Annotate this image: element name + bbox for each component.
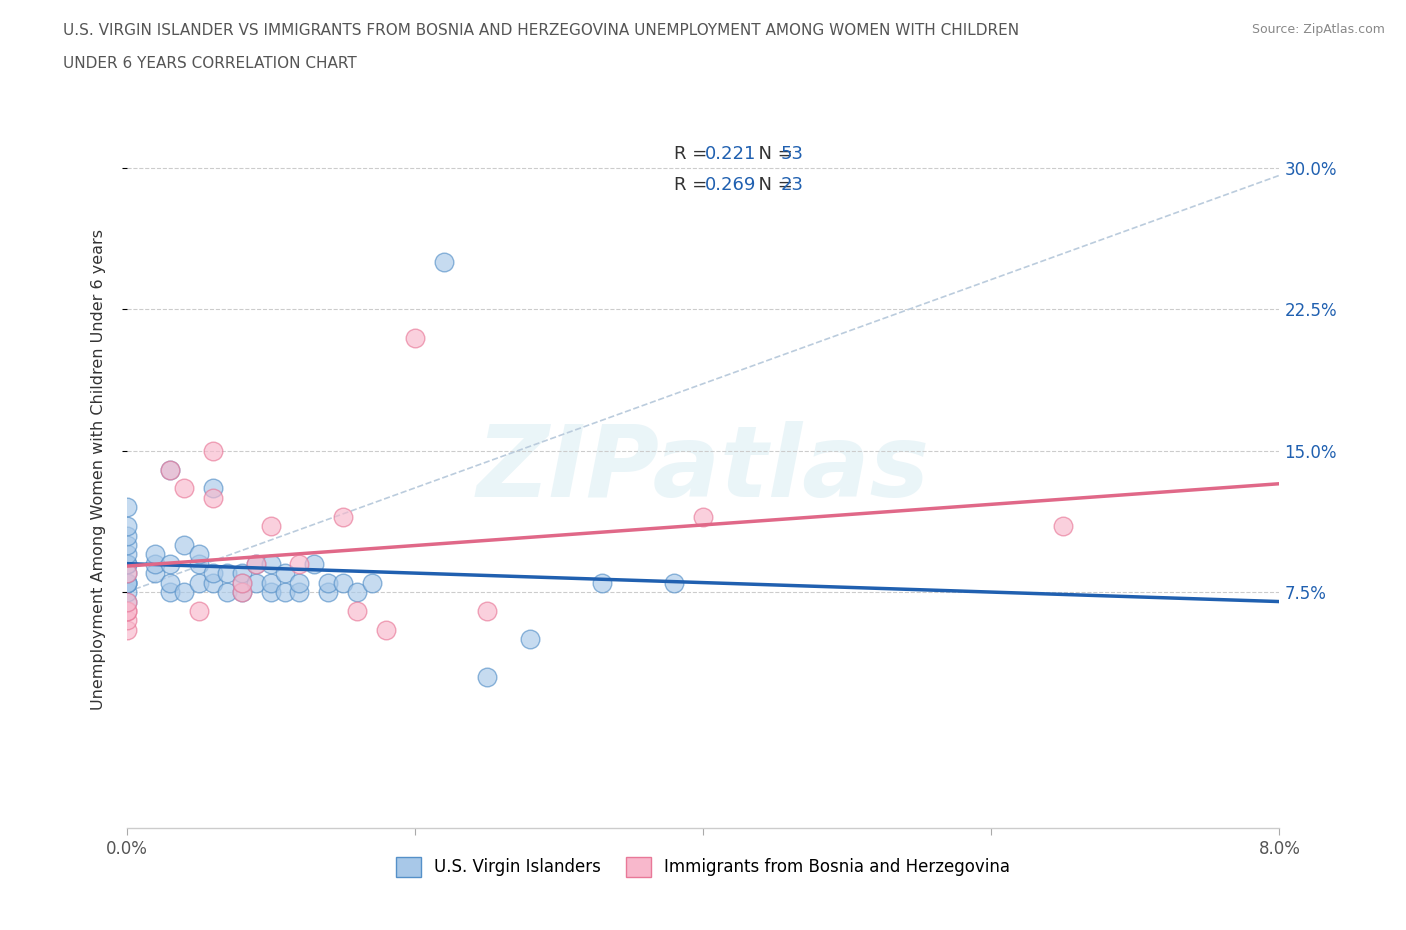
Point: [475, 604, 498, 618]
Point: [1052, 519, 1074, 534]
Point: [115, 613, 138, 628]
Point: [274, 565, 297, 580]
Point: [259, 556, 281, 571]
Point: [288, 585, 311, 600]
Text: Source: ZipAtlas.com: Source: ZipAtlas.com: [1251, 23, 1385, 36]
Point: [692, 510, 714, 525]
Point: [145, 556, 166, 571]
Point: [245, 556, 267, 571]
Point: [202, 576, 225, 591]
Text: N =: N =: [747, 145, 799, 163]
Point: [115, 556, 138, 571]
Point: [433, 255, 456, 270]
Point: [115, 576, 138, 591]
Point: [591, 576, 613, 591]
Point: [187, 604, 209, 618]
Point: [664, 576, 686, 591]
Y-axis label: Unemployment Among Women with Children Under 6 years: Unemployment Among Women with Children U…: [91, 229, 105, 711]
Point: [115, 547, 138, 562]
Point: [115, 622, 138, 637]
Point: [115, 576, 138, 591]
Point: [404, 330, 426, 345]
Point: [245, 556, 267, 571]
Point: [159, 556, 181, 571]
Point: [115, 594, 138, 609]
Point: [173, 481, 195, 496]
Point: [115, 500, 138, 515]
Text: ZIPatlas: ZIPatlas: [477, 421, 929, 518]
Point: [115, 565, 138, 580]
Point: [346, 585, 368, 600]
Text: R =: R =: [673, 176, 713, 194]
Point: [159, 462, 181, 477]
Text: 0.269: 0.269: [704, 176, 756, 194]
Point: [332, 576, 354, 591]
Point: [187, 556, 209, 571]
Point: [318, 585, 340, 600]
Text: U.S. VIRGIN ISLANDER VS IMMIGRANTS FROM BOSNIA AND HERZEGOVINA UNEMPLOYMENT AMON: U.S. VIRGIN ISLANDER VS IMMIGRANTS FROM …: [63, 23, 1019, 38]
Point: [217, 585, 239, 600]
Point: [374, 622, 398, 637]
Point: [115, 585, 138, 600]
Point: [475, 670, 498, 684]
Point: [302, 556, 325, 571]
Point: [259, 585, 281, 600]
Text: 53: 53: [780, 145, 803, 163]
Point: [202, 444, 225, 458]
Point: [318, 576, 340, 591]
Point: [360, 576, 382, 591]
Point: [115, 538, 138, 552]
Point: [159, 585, 181, 600]
Point: [187, 547, 209, 562]
Point: [217, 565, 239, 580]
Text: R =: R =: [673, 145, 713, 163]
Point: [115, 556, 138, 571]
Point: [259, 519, 281, 534]
Legend: U.S. Virgin Islanders, Immigrants from Bosnia and Herzegovina: U.S. Virgin Islanders, Immigrants from B…: [389, 850, 1017, 883]
Point: [115, 565, 138, 580]
Point: [173, 585, 195, 600]
Point: [145, 547, 166, 562]
Text: 0.221: 0.221: [704, 145, 756, 163]
Point: [202, 490, 225, 505]
Text: N =: N =: [747, 176, 799, 194]
Point: [346, 604, 368, 618]
Point: [202, 481, 225, 496]
Point: [231, 576, 253, 591]
Point: [202, 565, 225, 580]
Point: [231, 585, 253, 600]
Point: [115, 594, 138, 609]
Point: [332, 510, 354, 525]
Point: [231, 565, 253, 580]
Point: [115, 519, 138, 534]
Point: [159, 576, 181, 591]
Point: [159, 462, 181, 477]
Point: [187, 576, 209, 591]
Point: [288, 576, 311, 591]
Point: [115, 528, 138, 543]
Point: [231, 576, 253, 591]
Point: [115, 604, 138, 618]
Point: [259, 576, 281, 591]
Point: [173, 538, 195, 552]
Text: UNDER 6 YEARS CORRELATION CHART: UNDER 6 YEARS CORRELATION CHART: [63, 56, 357, 71]
Point: [288, 556, 311, 571]
Point: [245, 576, 267, 591]
Point: [231, 585, 253, 600]
Point: [115, 576, 138, 591]
Point: [519, 631, 541, 646]
Point: [274, 585, 297, 600]
Point: [115, 604, 138, 618]
Text: 23: 23: [780, 176, 803, 194]
Point: [145, 565, 166, 580]
